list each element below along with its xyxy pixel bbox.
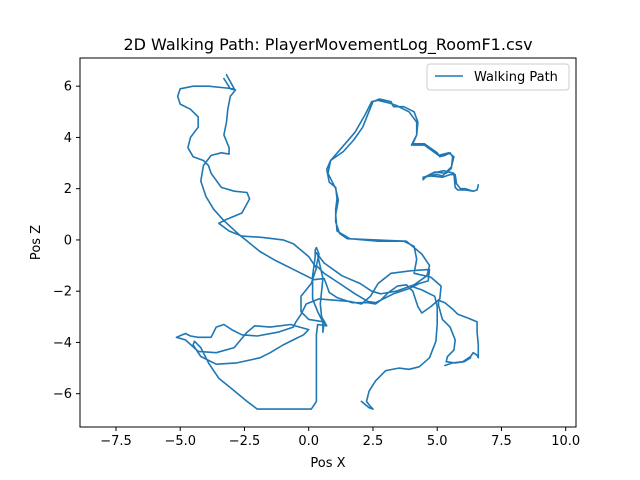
y-tick-label: −4 — [53, 336, 72, 351]
y-tick-label: −2 — [53, 285, 72, 300]
plot-area — [175, 73, 480, 410]
legend-box — [426, 63, 570, 91]
x-axis-label: Pos X — [310, 456, 345, 471]
x-axis-ticks: −7.5 −5.0 −2.5 0.0 2.5 5.0 7.5 10.0 — [100, 427, 580, 449]
series-line-2 — [360, 286, 438, 410]
y-tick-label: 0 — [64, 233, 72, 248]
x-tick-label: −7.5 — [100, 434, 132, 449]
x-tick-label: −5.0 — [164, 434, 196, 449]
y-tick-label: 2 — [64, 182, 72, 197]
x-tick-label: 5.0 — [427, 434, 448, 449]
y-tick-label: 6 — [64, 80, 72, 95]
series-line-0 — [175, 73, 480, 410]
chart-title: 2D Walking Path: PlayerMovementLog_RoomF… — [123, 35, 532, 55]
x-tick-label: 7.5 — [491, 434, 512, 449]
x-tick-label: 2.5 — [363, 434, 384, 449]
x-tick-label: −2.5 — [229, 434, 261, 449]
x-tick-label: 0.0 — [298, 434, 319, 449]
series-line-1 — [437, 299, 480, 367]
x-tick-label: 10.0 — [551, 434, 580, 449]
y-tick-label: −6 — [53, 387, 72, 402]
y-tick-label: 4 — [64, 131, 72, 146]
axes-frame — [79, 57, 577, 428]
legend-label: Walking Path — [474, 70, 558, 85]
legend: Walking Path — [426, 63, 570, 91]
y-axis-label: Pos Z — [29, 225, 44, 260]
y-axis-ticks: −6 −4 −2 0 2 4 6 — [53, 80, 80, 402]
